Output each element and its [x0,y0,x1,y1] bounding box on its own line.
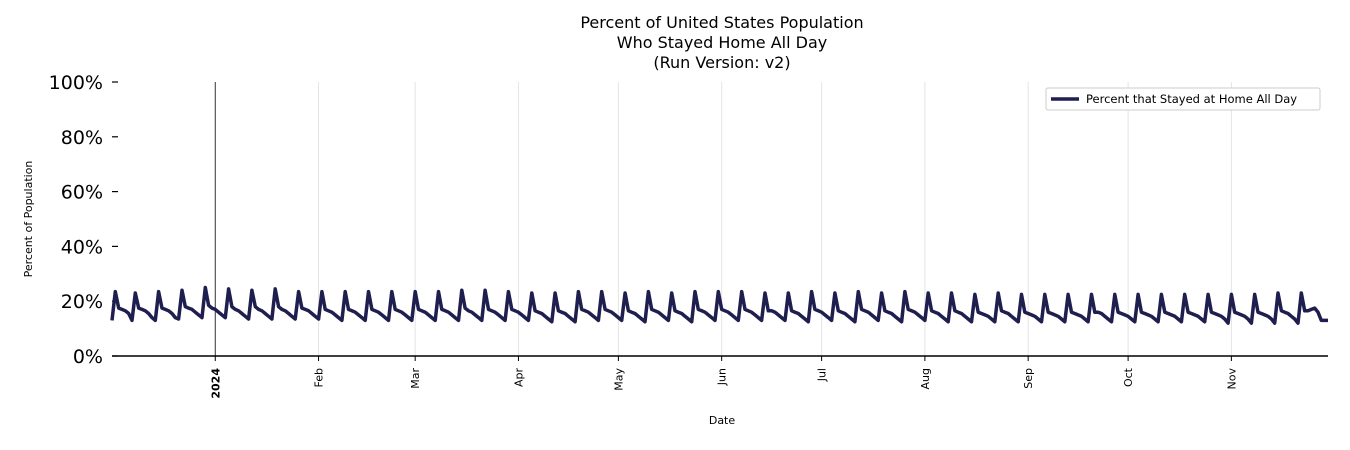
series-line [110,285,1328,325]
y-tick-label: 20% [61,291,103,313]
legend: Percent that Stayed at Home All Day [1045,87,1321,111]
x-tick-label: Oct [1122,367,1135,387]
y-tick-label: 100% [49,72,103,94]
x-tick-label: Mar [409,368,422,389]
x-tick-label: Jul [816,368,829,382]
y-axis: 0% 20% 40% 60% 80% 100% [49,72,118,368]
x-tick-label: Jun [716,368,729,386]
y-tick-label: 0% [73,346,103,368]
x-tick-label: Feb [313,368,326,387]
x-tick-label: Apr [512,368,525,388]
title-line-2: Who Stayed Home All Day [617,33,827,52]
title-line-3: (Run Version: v2) [653,53,790,72]
legend-box [1045,87,1321,111]
x-tick-label: Aug [919,368,932,389]
y-tick-label: 40% [61,236,103,258]
y-axis-label: Percent of Population [22,161,35,278]
grid-lines [214,82,1232,356]
x-tick-label: Sep [1022,368,1035,389]
y-tick-label: 80% [61,127,103,149]
x-tick-label: Nov [1225,368,1238,390]
y-tick-label: 60% [61,182,103,204]
x-tick-label: May [612,368,625,391]
x-axis: 2024 Feb Mar Apr May Jun Jul Aug Sep Oct Nov [209,356,1238,399]
title-line-1: Percent of United States Population [580,13,863,32]
legend-label: Percent that Stayed at Home All Day [1086,92,1297,106]
x-tick-label: 2024 [209,368,222,399]
x-axis-label: Date [709,414,736,427]
chart-title: Percent of United States Population Who … [580,13,863,72]
